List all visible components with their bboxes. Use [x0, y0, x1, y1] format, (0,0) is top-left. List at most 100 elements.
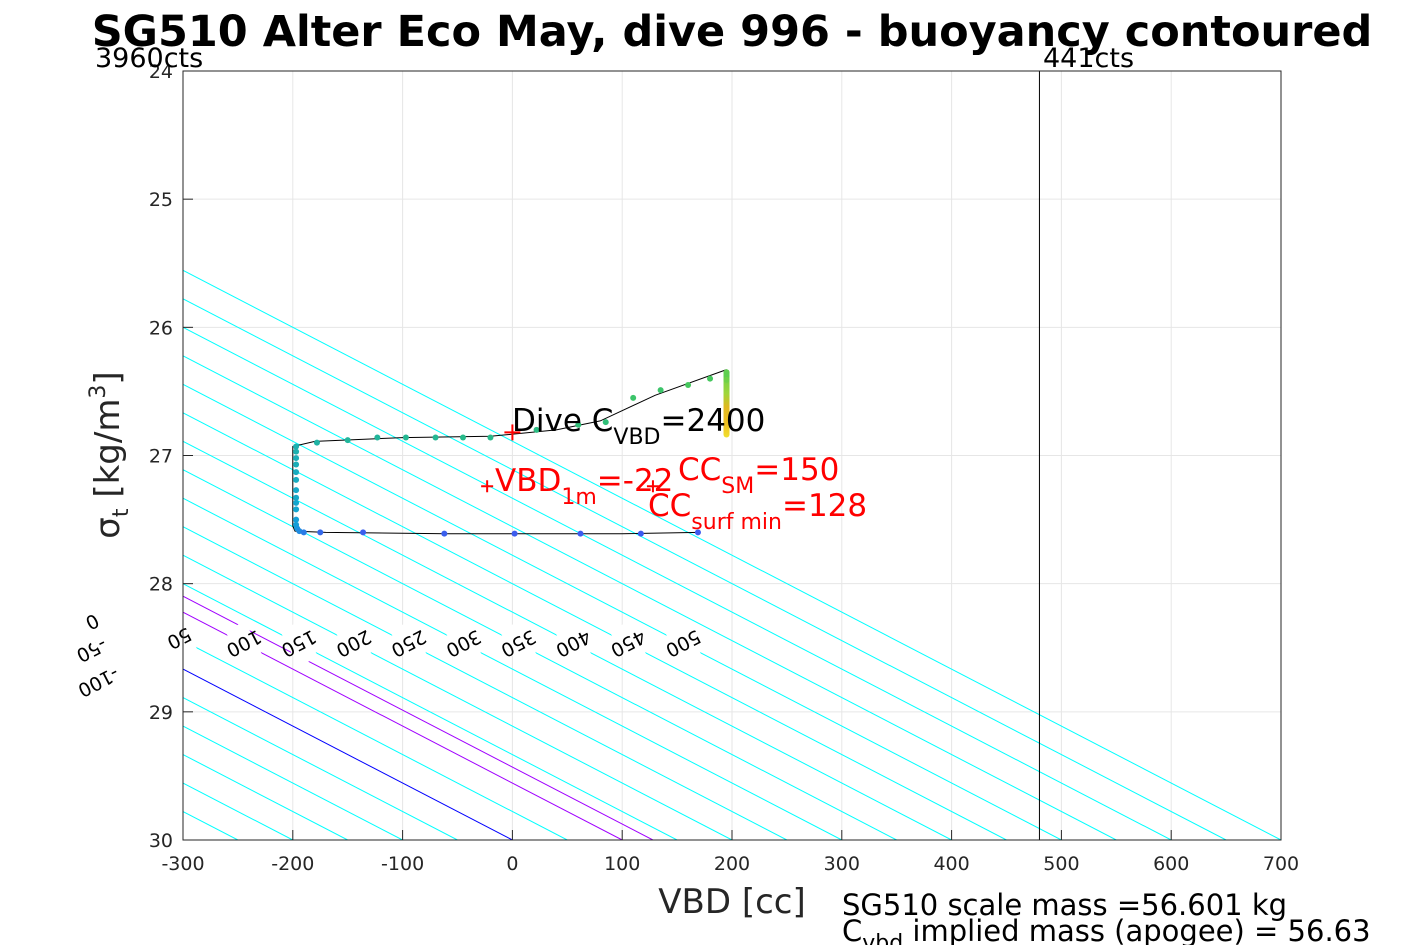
contour-lines — [0, 71, 1281, 840]
dive-point — [657, 387, 664, 394]
dive-point — [293, 455, 300, 462]
cts-right-label: 441cts — [1043, 43, 1134, 74]
dive-point — [694, 529, 701, 536]
x-tick-label: 100 — [604, 853, 640, 875]
dive-point — [723, 376, 730, 383]
dive-point — [293, 476, 300, 483]
dive-point — [533, 426, 540, 433]
dive-point — [402, 434, 409, 441]
y-tick-label: 24 — [149, 61, 173, 83]
x-tick-label: -200 — [271, 853, 314, 875]
dive-point — [293, 461, 300, 468]
dive-point — [707, 375, 714, 382]
contour-line — [183, 355, 1117, 840]
contour-line — [183, 298, 1227, 840]
contour-label-bg — [79, 659, 118, 706]
dive-point — [293, 494, 300, 501]
dive-point — [459, 434, 466, 441]
dive-point — [685, 382, 692, 389]
dive-point — [487, 434, 494, 441]
contour-line — [183, 640, 568, 840]
contour-label-bg — [72, 627, 111, 674]
contour-label-bg — [499, 621, 538, 667]
dive-point — [300, 529, 307, 536]
contour-label: -150 — [0, 630, 6, 669]
contour-line — [183, 326, 1172, 840]
implied-mass-text: Cvbd implied mass (apogee) = 56.63 — [842, 914, 1371, 945]
contour-label-bg — [73, 599, 112, 645]
dive-point — [637, 530, 644, 537]
x-tick-label: 600 — [1153, 853, 1189, 875]
chart-title: SG510 Alter Eco May, dive 996 - buoyancy… — [92, 7, 1373, 57]
ccsm-annotation: CCSM=150 — [678, 452, 839, 499]
x-tick-label: 400 — [933, 853, 969, 875]
y-tick-label: 25 — [149, 189, 173, 211]
x-tick-label: 300 — [824, 853, 860, 875]
contour-line — [183, 440, 952, 840]
dive-cvbd-annotation: Dive CVBD=2400 — [512, 403, 765, 450]
dive-point — [293, 487, 300, 494]
contour-line — [183, 697, 458, 840]
contour-line — [183, 469, 897, 840]
dive-point — [441, 530, 448, 537]
contour-label-bg — [444, 621, 483, 667]
x-tick-label: -300 — [161, 853, 204, 875]
contour-line — [183, 611, 623, 840]
dive-point — [293, 443, 300, 450]
dive-point — [374, 434, 381, 441]
y-axis-label-unit: [kg/m — [88, 399, 128, 509]
dive-point — [293, 448, 300, 455]
dive-point — [293, 506, 300, 513]
x-tick-label: 0 — [506, 853, 518, 875]
contour-line-cc — [183, 595, 654, 840]
dive-point — [293, 469, 300, 476]
contour-label-bg — [554, 621, 593, 667]
dive-point — [360, 529, 367, 536]
dive-point — [575, 421, 582, 428]
contour-line — [183, 554, 733, 840]
ccsurfmin-annotation: CCsurf min=128 — [648, 488, 867, 535]
dive-point — [577, 530, 584, 537]
contour-line — [183, 526, 788, 840]
dive-point — [317, 529, 324, 536]
y-axis-label-sub: t — [109, 508, 134, 517]
contour-line — [183, 583, 678, 840]
dive-point — [432, 434, 439, 441]
cts-left-label: 3960cts — [95, 43, 203, 74]
dive-point — [293, 499, 300, 506]
x-tick-label: 700 — [1263, 853, 1299, 875]
contour-line — [183, 412, 1007, 840]
contour-label-bg — [280, 621, 319, 667]
contour-label-bg — [664, 621, 703, 667]
x-tick-label: -100 — [381, 853, 424, 875]
scale-mass-text: SG510 scale mass =56.601 kg — [842, 888, 1287, 922]
svg-text:σt [kg/m3]: σt [kg/m3] — [86, 371, 134, 538]
contour-label-bg — [160, 615, 199, 662]
contour-labels: -350-300-250-200-100-5005010015020025030… — [0, 599, 704, 706]
y-tick-label: 26 — [149, 317, 173, 339]
y-tick-label: 29 — [149, 702, 173, 724]
vbd1m-annotation: VBD1m=-22 — [495, 463, 673, 510]
x-tick-label: 200 — [714, 853, 750, 875]
markers — [481, 424, 659, 493]
contour-line — [183, 269, 1281, 840]
dive-point — [602, 419, 609, 426]
contour-line — [183, 383, 1062, 840]
dive-point — [313, 439, 320, 446]
dive-point — [511, 530, 518, 537]
y-tick-label: 30 — [149, 830, 173, 852]
contour-label-bg — [335, 621, 373, 667]
dive-point — [630, 394, 637, 401]
y-axis-label-sup: 3 — [86, 385, 111, 399]
dive-point — [344, 437, 351, 444]
y-axis-label-main: σ — [88, 517, 128, 539]
contour-label-bg — [389, 621, 428, 667]
surface-color-bar — [723, 369, 730, 438]
contour-line — [0, 71, 73, 840]
dive-points — [293, 369, 730, 537]
x-axis-label: VBD [cc] — [658, 882, 806, 922]
y-tick-label: 28 — [149, 574, 173, 596]
contour-label-bg — [609, 621, 648, 667]
contour-line — [183, 497, 843, 840]
y-tick-label: 27 — [149, 446, 173, 468]
